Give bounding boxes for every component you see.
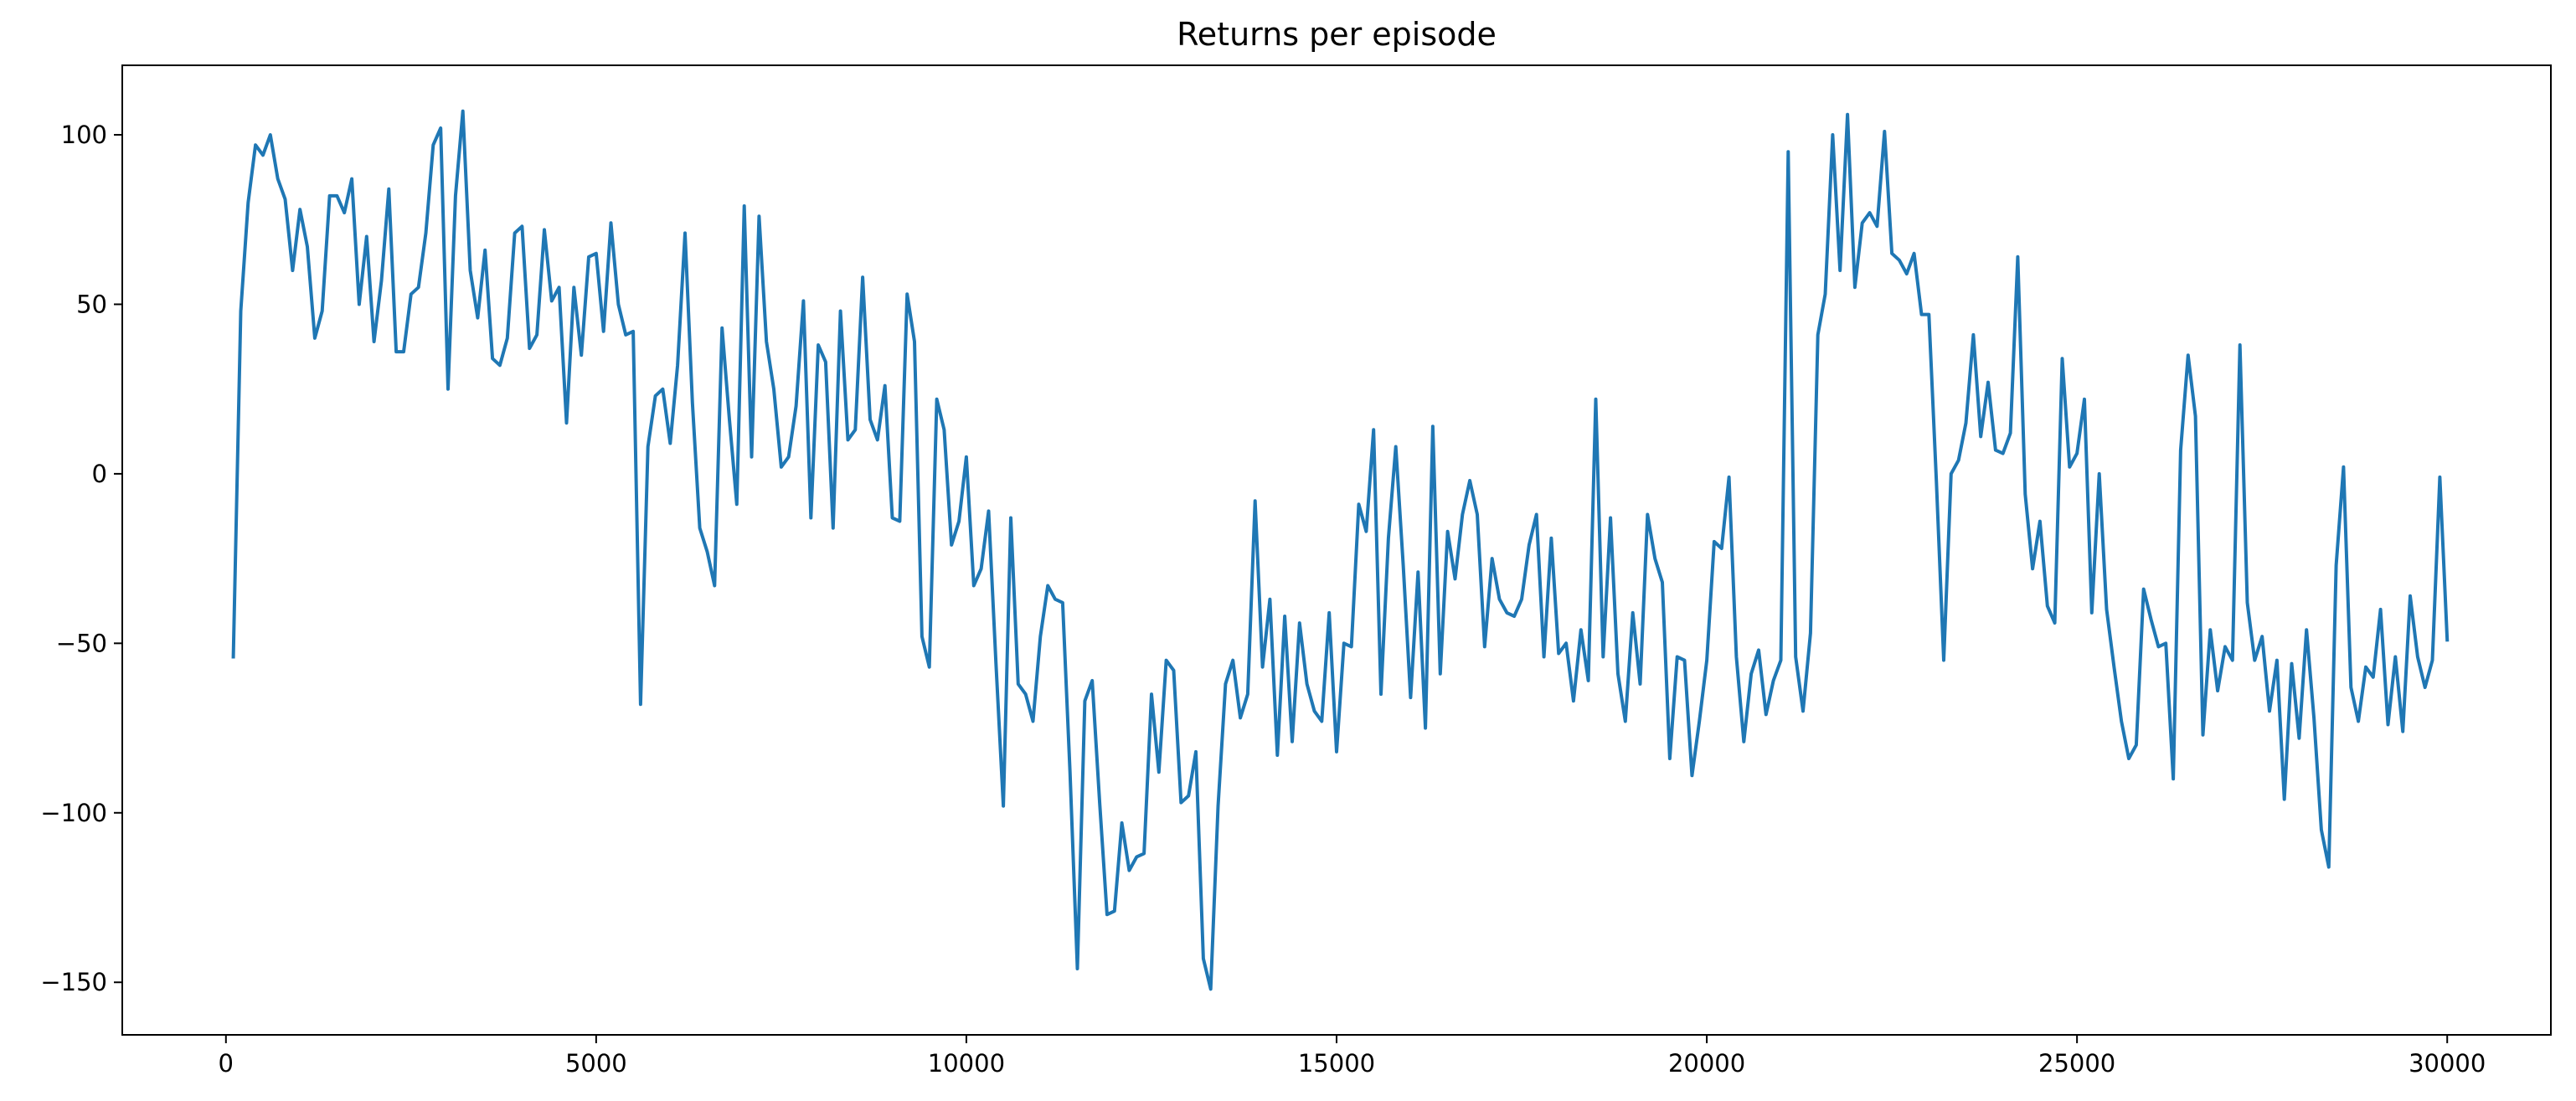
- y-axis: −150 −100 −50 0 50 100: [40, 121, 122, 996]
- x-tick-label: 25000: [2038, 1049, 2115, 1078]
- x-tick-label: 30000: [2409, 1049, 2486, 1078]
- series-layer: [231, 109, 2450, 991]
- y-tick-label: −150: [40, 968, 107, 996]
- x-axis: 0 5000 10000 15000 20000 25000 30000: [219, 1035, 2486, 1078]
- y-tick-label: −100: [40, 799, 107, 827]
- chart-title: Returns per episode: [1177, 16, 1497, 53]
- series-line: [231, 109, 2450, 991]
- y-tick-label: 0: [92, 460, 107, 488]
- plot-frame: [121, 64, 2552, 1036]
- x-tick-label: 5000: [565, 1049, 627, 1078]
- y-tick-label: 100: [61, 121, 107, 149]
- x-tick-label: 15000: [1298, 1049, 1375, 1078]
- y-tick-label: 50: [76, 290, 107, 318]
- x-tick-label: 10000: [928, 1049, 1005, 1078]
- x-tick-label: 0: [219, 1049, 234, 1078]
- y-tick-label: −50: [56, 629, 107, 657]
- x-tick-label: 20000: [1668, 1049, 1745, 1078]
